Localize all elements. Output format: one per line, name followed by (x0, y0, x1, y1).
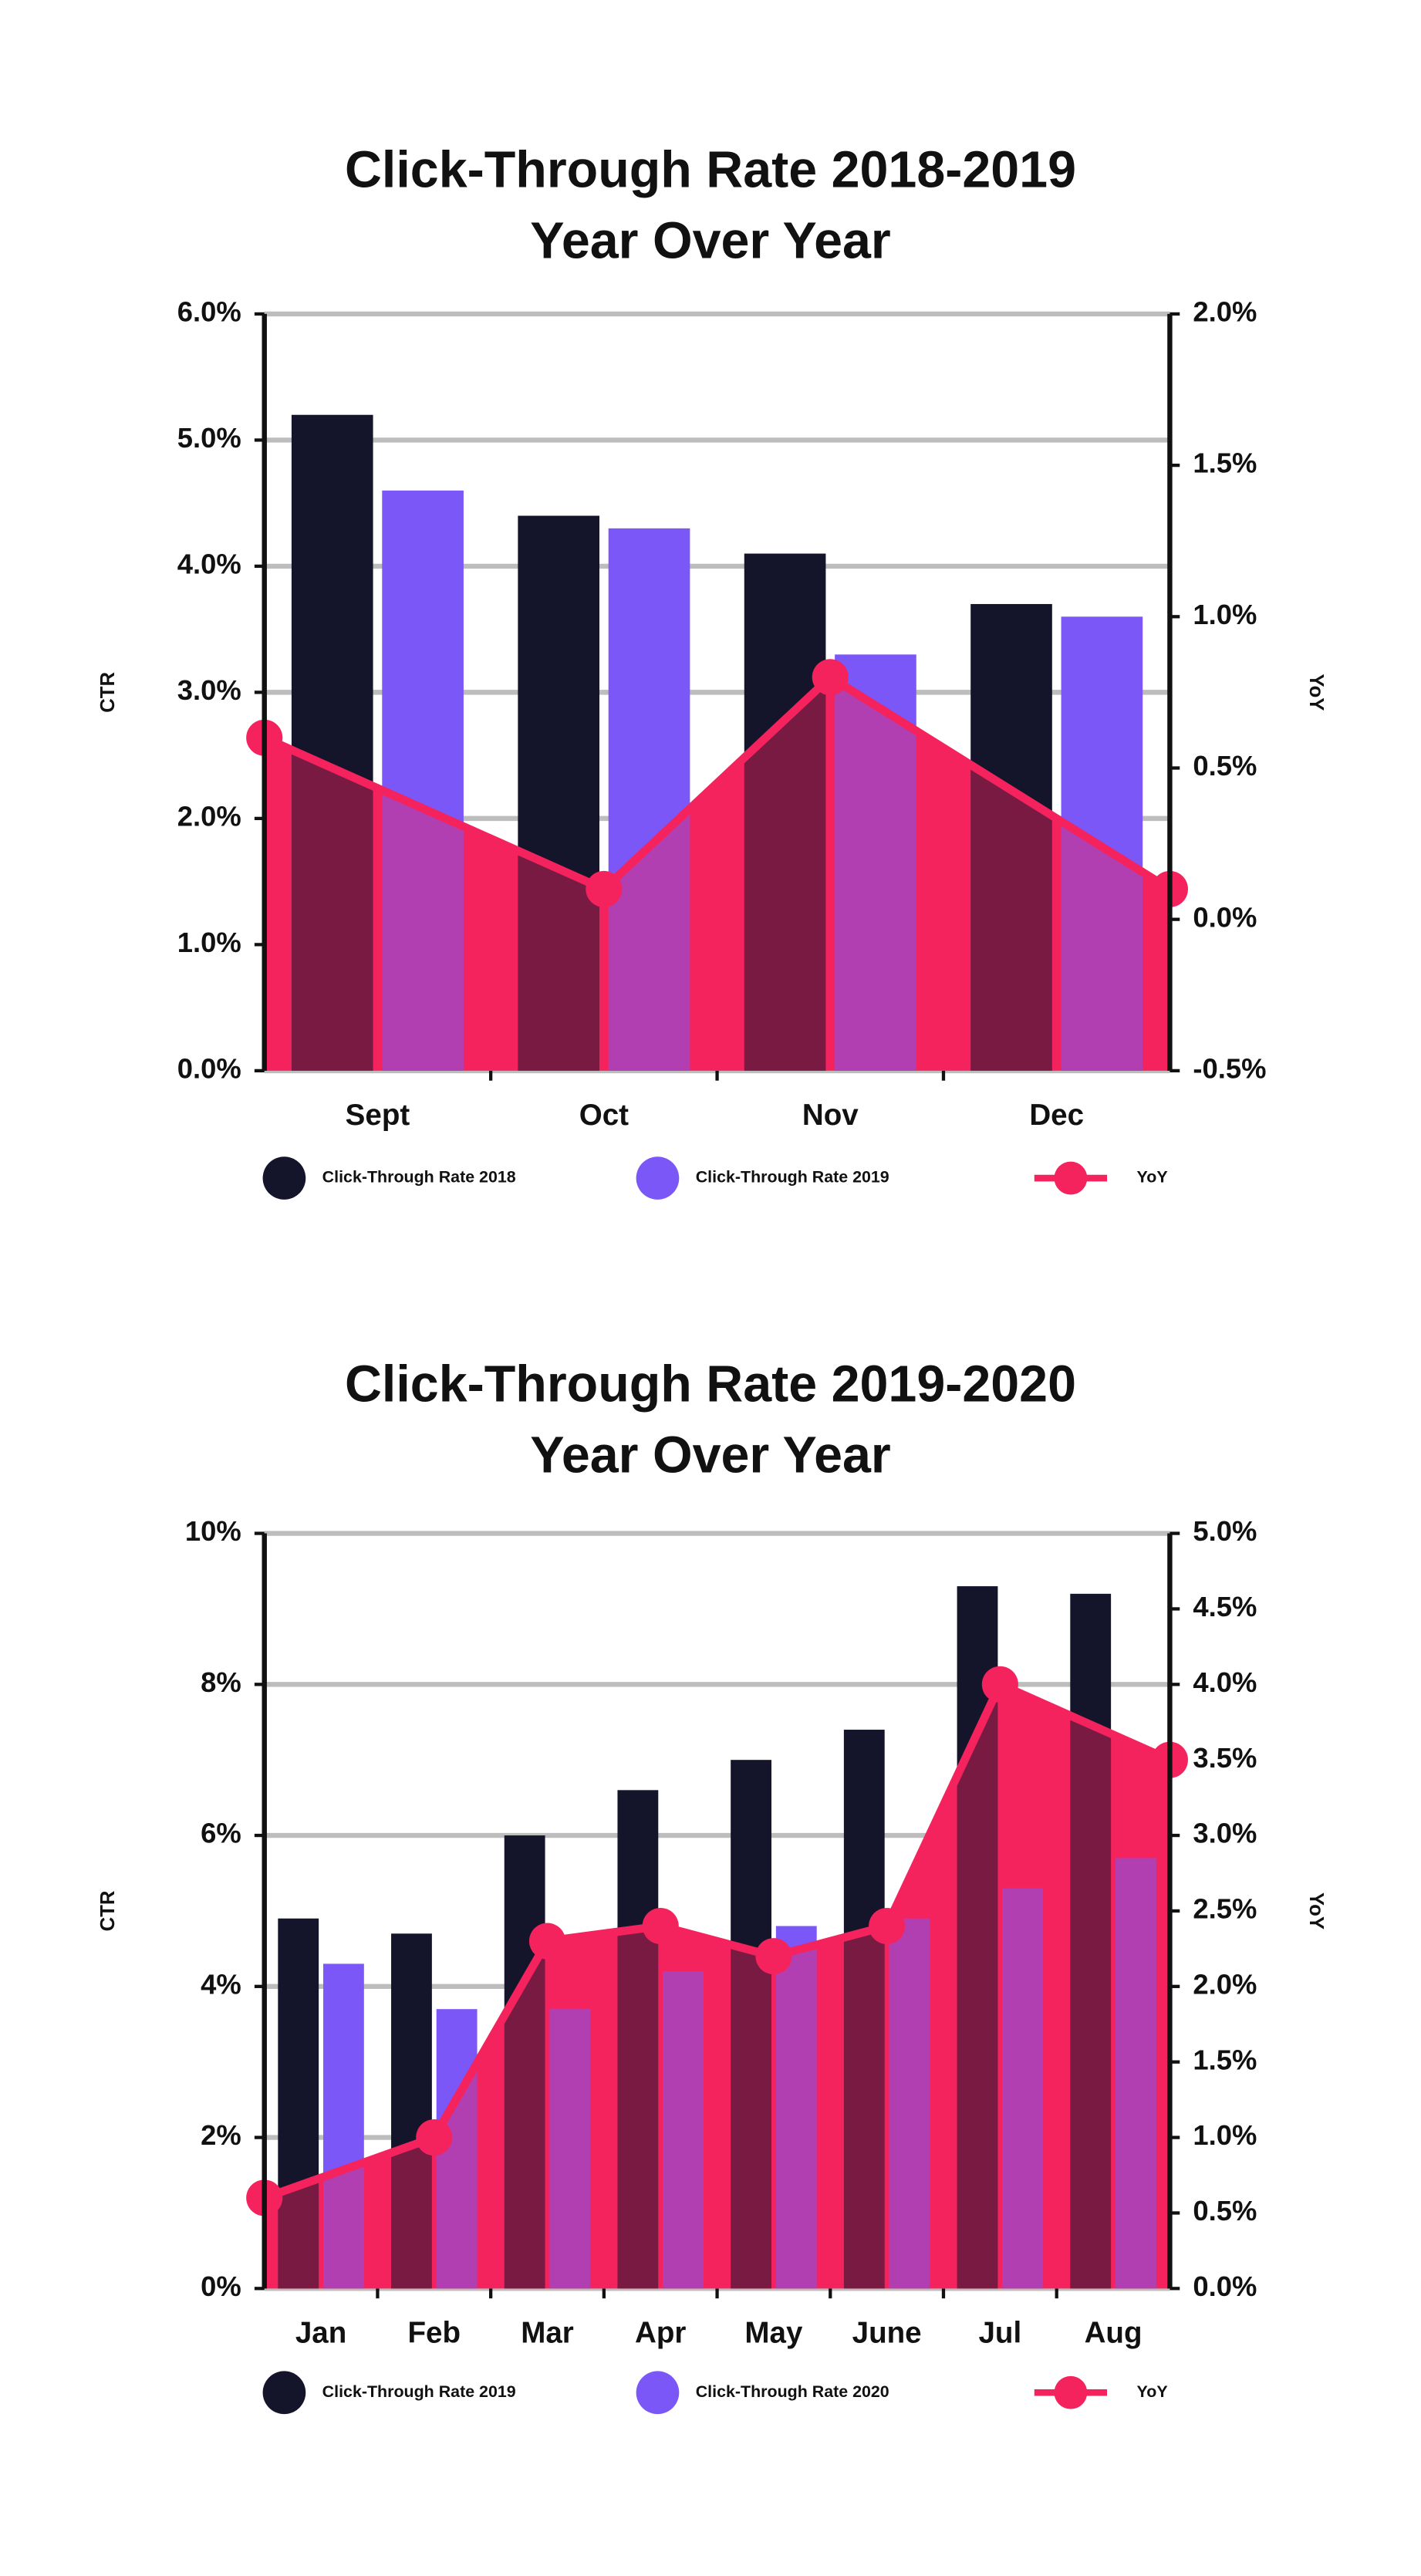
chart-title: Click-Through Rate 2018-2019 (345, 141, 1076, 198)
x-tick-label: May (744, 2316, 803, 2349)
bar-overlay (775, 1926, 817, 2289)
legend-marker (262, 1156, 306, 1200)
y-tick-label: 2% (201, 2119, 241, 2151)
line-point (416, 2119, 453, 2156)
bar-overlay (1002, 1888, 1044, 2289)
line-point (812, 659, 849, 696)
line-point (869, 1907, 906, 1945)
legend-marker (636, 2371, 680, 2415)
y-tick-label: 8% (201, 1666, 241, 1698)
bar-overlay (663, 1971, 704, 2289)
legend-label: Click-Through Rate 2018 (322, 1168, 516, 1187)
y-axis-title: CTR (97, 672, 119, 713)
y-axis-title: CTR (97, 1890, 119, 1931)
y2-tick-label: 0.0% (1193, 901, 1257, 933)
x-tick-label: Jul (978, 2316, 1021, 2349)
line-point (528, 1923, 566, 1960)
line-point (981, 1666, 1018, 1703)
bar-overlay (549, 2009, 591, 2289)
y2-tick-label: 3.0% (1193, 1818, 1257, 1849)
x-tick-label: June (852, 2316, 922, 2349)
line (262, 1680, 1172, 2202)
y-tick-label: 2.0% (177, 800, 241, 832)
x-tick-label: Apr (635, 2316, 686, 2349)
x-tick-label: Dec (1029, 1099, 1084, 1132)
y-tick-label: 6% (201, 1818, 241, 1849)
area (264, 1684, 1170, 2289)
x-tick-label: Oct (579, 1099, 629, 1132)
legend-marker (1054, 2375, 1088, 2409)
y2-tick-label: -0.5% (1193, 1052, 1266, 1084)
chart-subtitle: Year Over Year (530, 1427, 891, 1484)
legend-label: Click-Through Rate 2019 (696, 1168, 889, 1187)
y-tick-label: 3.0% (177, 674, 241, 706)
bar-overlay (889, 1918, 930, 2289)
line (262, 673, 1173, 893)
y2-tick-label: 1.5% (1193, 2044, 1257, 2075)
legend-marker (262, 2371, 306, 2415)
y-tick-label: 6.0% (177, 296, 241, 328)
y-tick-label: 4% (201, 1968, 241, 2000)
line-point (642, 1907, 679, 1945)
legend-label: YoY (1137, 2382, 1168, 2401)
x-tick-label: Feb (408, 2316, 461, 2349)
y2-tick-label: 2.5% (1193, 1893, 1257, 1925)
legend-marker (1054, 1161, 1088, 1195)
y2-tick-label: 1.0% (1193, 2119, 1257, 2151)
y2-tick-label: 2.0% (1193, 1968, 1257, 2000)
line-point (755, 1938, 792, 1975)
y2-tick-label: 4.0% (1193, 1666, 1257, 1698)
x-tick-label: Aug (1085, 2316, 1143, 2349)
y2-tick-label: 0.5% (1193, 750, 1257, 782)
chart-subtitle: Year Over Year (530, 213, 891, 270)
y2-tick-label: 3.5% (1193, 1742, 1257, 1774)
y2-axis-title: YoY (1305, 1892, 1327, 1929)
y2-axis-title: YoY (1305, 674, 1327, 711)
y2-tick-label: 0.5% (1193, 2195, 1257, 2227)
y-tick-label: 4.0% (177, 549, 241, 580)
y2-tick-label: 1.5% (1193, 447, 1257, 479)
y-tick-label: 10% (185, 1515, 241, 1547)
area (264, 677, 1170, 1071)
chart-title: Click-Through Rate 2019-2020 (345, 1356, 1076, 1413)
legend-marker (636, 1156, 680, 1200)
y2-tick-label: 0.0% (1193, 2270, 1257, 2302)
y2-tick-label: 1.0% (1193, 599, 1257, 630)
y2-tick-label: 4.5% (1193, 1591, 1257, 1622)
x-tick-label: Mar (521, 2316, 574, 2349)
legend-label: Click-Through Rate 2020 (696, 2382, 889, 2401)
legend-label: Click-Through Rate 2019 (322, 2382, 516, 2401)
y2-tick-label: 5.0% (1193, 1515, 1257, 1547)
y-tick-label: 0.0% (177, 1052, 241, 1084)
x-tick-label: Nov (802, 1099, 859, 1132)
y2-tick-label: 2.0% (1193, 296, 1257, 328)
y-tick-label: 0% (201, 2270, 241, 2302)
x-tick-label: Sept (346, 1099, 410, 1132)
bar-overlay (1115, 1858, 1156, 2289)
y-tick-label: 1.0% (177, 927, 241, 958)
x-tick-label: Jan (295, 2316, 346, 2349)
legend-label: YoY (1137, 1168, 1168, 1187)
line-point (586, 870, 623, 907)
y-tick-label: 5.0% (177, 422, 241, 454)
